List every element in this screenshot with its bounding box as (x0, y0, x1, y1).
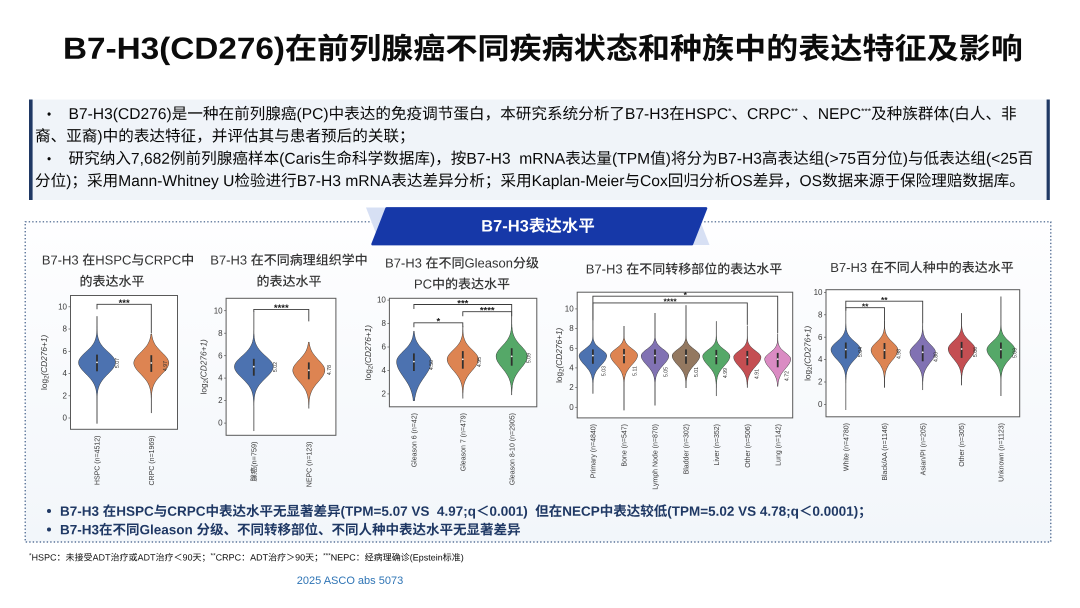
svg-text:Bladder (n=302): Bladder (n=302) (684, 424, 691, 474)
svg-text:2025 ASCO abs 5073: 2025 ASCO abs 5073 (297, 575, 403, 587)
svg-text:Gleason 7 (n=479): Gleason 7 (n=479) (460, 413, 467, 471)
svg-text:White (n=4780): White (n=4780) (843, 423, 850, 471)
svg-text:5.01: 5.01 (694, 367, 700, 377)
svg-text:Liver (n=352): Liver (n=352) (714, 424, 721, 465)
svg-text:Black/AA (n=1146): Black/AA (n=1146) (882, 423, 889, 481)
svg-text:log2(CD276+1): log2(CD276+1) (363, 325, 375, 380)
svg-text:6: 6 (218, 351, 223, 360)
svg-text:4.97: 4.97 (163, 361, 169, 371)
svg-text:4.98: 4.98 (897, 349, 903, 359)
svg-text:2: 2 (569, 383, 574, 392)
svg-text:5.02: 5.02 (273, 362, 279, 372)
svg-text:10: 10 (58, 302, 67, 311)
svg-text:10: 10 (814, 288, 823, 297)
svg-text:log2(CD276+1): log2(CD276+1) (39, 335, 51, 390)
svg-text:0: 0 (818, 400, 823, 409)
svg-text:HSPC (n=4512): HSPC (n=4512) (95, 436, 102, 486)
svg-text:8: 8 (63, 325, 68, 334)
svg-text:6: 6 (381, 343, 386, 352)
svg-text:Gleason 8-10 (n=2905): Gleason 8-10 (n=2905) (509, 413, 516, 485)
svg-text:4: 4 (818, 355, 823, 364)
svg-text:0: 0 (218, 419, 223, 428)
svg-text:2: 2 (818, 378, 823, 387)
svg-text:Lymph Node (n=870): Lymph Node (n=870) (653, 424, 660, 490)
svg-text:Unknown (n=1123): Unknown (n=1123) (999, 423, 1006, 482)
svg-text:6: 6 (63, 347, 68, 356)
svg-text:5.06: 5.06 (973, 347, 979, 357)
svg-text:5.09: 5.09 (527, 353, 533, 363)
svg-text:*: * (436, 317, 440, 328)
svg-text:Primary (n=4840): Primary (n=4840) (591, 424, 598, 478)
svg-text:****: **** (274, 303, 289, 314)
svg-text:8: 8 (818, 310, 823, 319)
svg-text:6: 6 (569, 344, 574, 353)
svg-text:***: *** (457, 298, 468, 309)
svg-text:log2(CD276+1): log2(CD276+1) (199, 339, 211, 394)
svg-text:CRPC (n=1969): CRPC (n=1969) (149, 436, 156, 486)
svg-text:8: 8 (569, 324, 574, 333)
svg-text:Gleason 6 (n=42): Gleason 6 (n=42) (412, 413, 419, 467)
svg-text:4: 4 (569, 364, 574, 373)
svg-text:**: ** (881, 295, 888, 305)
svg-text:4.78: 4.78 (327, 365, 333, 375)
svg-text:4.50: 4.50 (429, 360, 435, 370)
svg-text:Other (n=506): Other (n=506) (745, 424, 752, 468)
svg-text:10: 10 (565, 305, 574, 314)
svg-text:NEPC (n=123): NEPC (n=123) (306, 442, 313, 488)
svg-text:*: * (684, 290, 688, 300)
svg-text:5.03: 5.03 (1012, 348, 1018, 358)
svg-text:10: 10 (377, 296, 386, 305)
svg-text:***: *** (119, 298, 130, 309)
svg-text:5.05: 5.05 (663, 367, 669, 377)
svg-text:4.95: 4.95 (477, 357, 483, 367)
svg-text:8: 8 (381, 319, 386, 328)
svg-text:Other (n=305): Other (n=305) (959, 423, 966, 467)
svg-text:Asian/PI (n=205): Asian/PI (n=205) (920, 423, 927, 475)
svg-text:log2(CD276+1): log2(CD276+1) (554, 327, 566, 382)
svg-text:2: 2 (381, 389, 386, 398)
svg-text:5.07: 5.07 (115, 358, 121, 368)
svg-text:4: 4 (381, 366, 386, 375)
svg-text:****: **** (480, 306, 495, 317)
svg-text:4.99: 4.99 (723, 368, 729, 378)
svg-text:6: 6 (818, 333, 823, 342)
svg-text:8: 8 (218, 329, 223, 338)
svg-text:5.11: 5.11 (632, 366, 638, 376)
svg-text:2: 2 (63, 391, 68, 400)
svg-text:0: 0 (569, 403, 574, 412)
svg-text:5.03: 5.03 (601, 366, 607, 376)
svg-text:4.91: 4.91 (755, 369, 761, 379)
svg-text:4.72: 4.72 (785, 371, 791, 381)
svg-text:5.04: 5.04 (858, 347, 864, 357)
svg-text:Bone (n=547): Bone (n=547) (622, 424, 629, 467)
svg-text:****: **** (663, 297, 677, 307)
svg-text:10: 10 (214, 306, 223, 315)
svg-text:Lung (n=142): Lung (n=142) (775, 424, 782, 466)
svg-text:4: 4 (218, 374, 223, 383)
svg-text:4: 4 (63, 369, 68, 378)
svg-text:log2(CD276+1): log2(CD276+1) (803, 325, 815, 380)
svg-text:2: 2 (218, 396, 223, 405)
svg-text:0: 0 (63, 414, 68, 423)
svg-text:**: ** (862, 302, 869, 312)
svg-text:4.80: 4.80 (934, 352, 940, 362)
